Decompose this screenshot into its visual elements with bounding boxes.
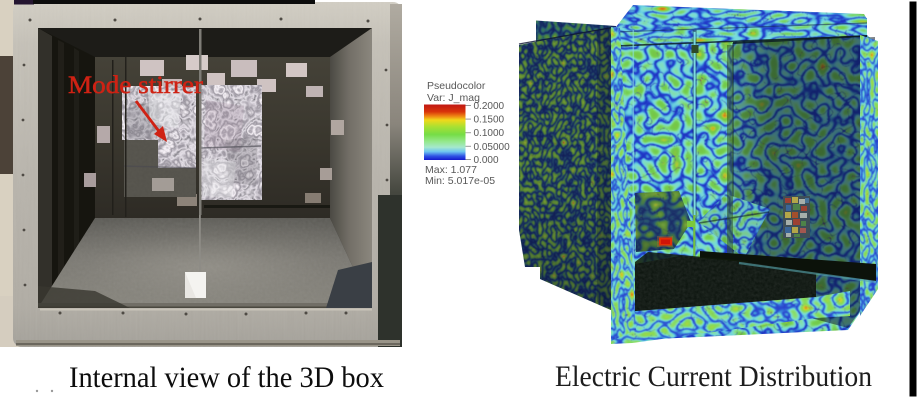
svg-text:0.2000: 0.2000 [474, 101, 505, 112]
svg-text:0.1000: 0.1000 [474, 128, 505, 139]
svg-text:Max: 1.077: Max: 1.077 [425, 164, 477, 176]
svg-text:Pseudocolor: Pseudocolor [427, 80, 486, 92]
svg-text:Mode stirrer: Mode stirrer [68, 72, 204, 99]
svg-text:Electric Current Distribution: Electric Current Distribution [555, 360, 872, 393]
svg-text:0.1500: 0.1500 [474, 115, 505, 126]
svg-text:Var: J_mag: Var: J_mag [427, 92, 480, 104]
svg-text:Min: 5.017e-05: Min: 5.017e-05 [425, 175, 495, 187]
svg-text:Internal view of the 3D box: Internal view of the 3D box [69, 362, 384, 394]
svg-text:0.000: 0.000 [474, 155, 499, 166]
svg-text:0.05000: 0.05000 [474, 142, 511, 153]
